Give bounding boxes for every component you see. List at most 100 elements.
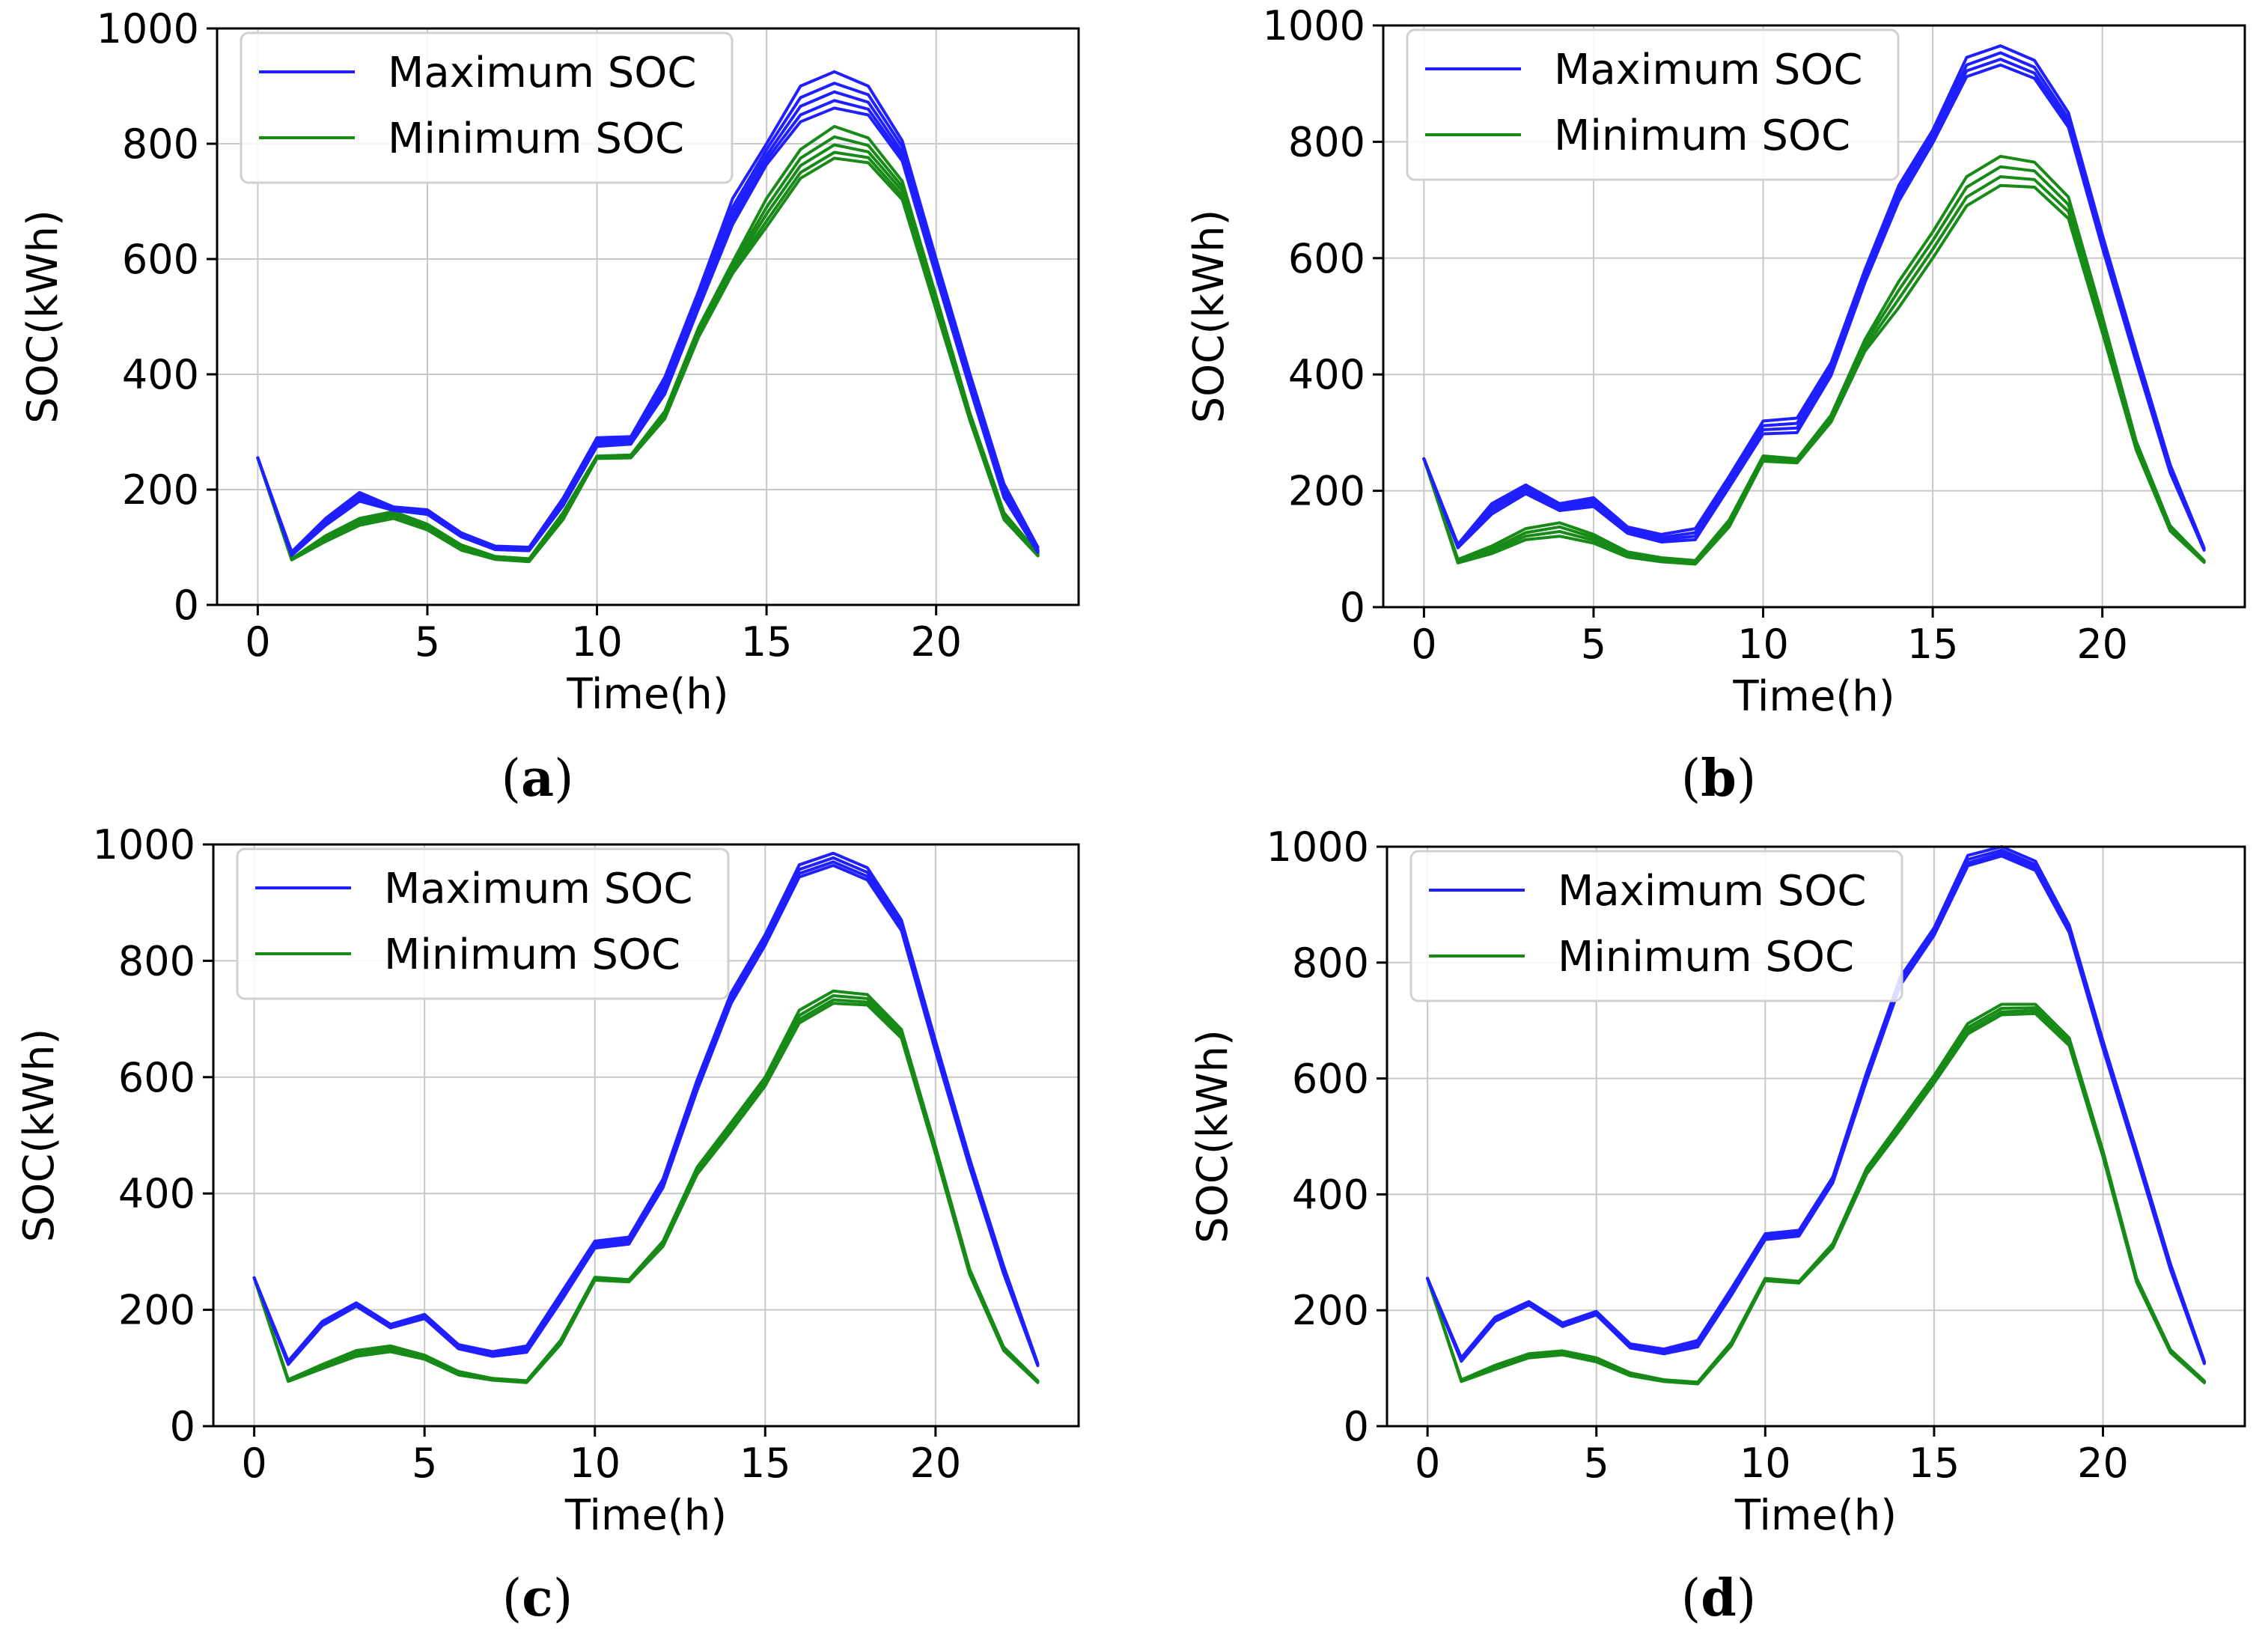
legend-box <box>236 847 730 1000</box>
legend-box <box>240 31 734 184</box>
x-axis-label: Time(h) <box>566 670 728 719</box>
caption-open-paren: ( <box>502 1569 522 1628</box>
panel-caption: (a) <box>501 749 573 809</box>
caption-letter: b <box>1701 749 1737 809</box>
x-tick-label: 20 <box>910 618 962 666</box>
legend-label-minimum: Minimum SOC <box>384 931 680 979</box>
x-tick-label: 15 <box>1909 1440 1960 1487</box>
y-tick-label: 0 <box>1340 584 1365 631</box>
y-tick-label: 400 <box>1292 1171 1369 1218</box>
y-tick-label: 600 <box>1292 1056 1369 1103</box>
x-tick-label: 5 <box>1581 621 1606 668</box>
chart-panel-d: 0 5 10 15 2002004006008001000Time(h)SOC(kWh)… <box>1189 824 2246 1628</box>
y-tick-label: 1000 <box>97 5 199 52</box>
panel-caption: (c) <box>502 1568 573 1628</box>
series-line-min-9 <box>256 156 1040 564</box>
x-tick-label: 0 <box>1411 621 1436 668</box>
legend-box <box>1409 850 1903 1002</box>
legend-label-maximum: Maximum SOC <box>388 49 696 97</box>
legend-label-maximum: Maximum SOC <box>1558 867 1866 916</box>
y-tick-label: 800 <box>118 937 195 984</box>
x-tick-label: 10 <box>571 618 623 666</box>
x-tick-label: 10 <box>1737 621 1789 668</box>
caption-close-paren: ) <box>1737 1569 1757 1628</box>
caption-open-paren: ( <box>501 749 521 809</box>
caption-open-paren: ( <box>1681 749 1701 809</box>
x-tick-label: 0 <box>241 1440 266 1487</box>
x-tick-label: 10 <box>569 1440 621 1487</box>
x-tick-label: 5 <box>415 618 440 666</box>
x-tick-label: 5 <box>1584 1440 1609 1487</box>
legend: Maximum SOC Minimum SOC <box>240 31 734 184</box>
axes-frame <box>1386 845 2246 1428</box>
y-tick-label: 800 <box>1288 118 1365 165</box>
chart-panel-c: 0 5 10 15 2002004006008001000Time(h)SOC(kWh)… <box>15 821 1080 1628</box>
panel-caption: (b) <box>1681 749 1757 809</box>
y-tick-label: 600 <box>1288 235 1365 282</box>
x-tick-label: 0 <box>245 618 270 666</box>
x-tick-label: 15 <box>741 618 793 666</box>
legend: Maximum SOC Minimum SOC <box>1409 850 1903 1002</box>
legend-box <box>1406 28 1900 181</box>
x-tick-label: 15 <box>1907 621 1959 668</box>
x-axis-label: Time(h) <box>1732 672 1894 721</box>
caption-close-paren: ) <box>1737 749 1757 809</box>
legend-label-minimum: Minimum SOC <box>388 115 684 163</box>
y-tick-label: 1000 <box>1266 824 1369 871</box>
x-tick-label: 5 <box>412 1440 437 1487</box>
x-tick-label: 0 <box>1415 1440 1440 1487</box>
axes-frame <box>216 27 1080 606</box>
axes-frame <box>212 843 1080 1428</box>
panel-caption: (d) <box>1681 1568 1757 1628</box>
legend: Maximum SOC Minimum SOC <box>236 847 730 1000</box>
legend-label-minimum: Minimum SOC <box>1558 933 1854 981</box>
legend-label-maximum: Maximum SOC <box>1554 46 1862 94</box>
legend-label-minimum: Minimum SOC <box>1554 112 1850 160</box>
y-tick-label: 0 <box>174 582 199 629</box>
series-line-max-3 <box>252 864 1040 1368</box>
y-axis-label: SOC(kWh) <box>1189 1029 1237 1243</box>
x-axis-label: Time(h) <box>1734 1491 1897 1540</box>
y-tick-label: 400 <box>1288 351 1365 398</box>
chart-panel-b: 0 5 10 15 2002004006008001000Time(h)SOC(kWh)… <box>1185 2 2246 809</box>
caption-open-paren: ( <box>1681 1569 1701 1628</box>
caption-letter: d <box>1701 1568 1737 1628</box>
y-tick-label: 800 <box>122 121 199 168</box>
y-tick-label: 400 <box>122 351 199 398</box>
y-tick-label: 200 <box>122 466 199 514</box>
y-tick-label: 600 <box>122 236 199 283</box>
y-tick-label: 1000 <box>93 821 195 868</box>
y-axis-label: SOC(kWh) <box>15 1029 64 1243</box>
x-tick-label: 20 <box>2076 621 2128 668</box>
series-line-min-7 <box>252 1002 1040 1384</box>
y-axis-label: SOC(kWh) <box>1185 210 1234 424</box>
x-tick-label: 10 <box>1740 1440 1791 1487</box>
axes-frame <box>1382 24 2246 609</box>
y-axis-label: SOC(kWh) <box>19 210 67 424</box>
y-tick-label: 1000 <box>1263 2 1365 49</box>
y-tick-label: 200 <box>1292 1287 1369 1334</box>
series-line-min-7 <box>1422 183 2206 566</box>
x-tick-label: 20 <box>2077 1440 2129 1487</box>
x-tick-label: 15 <box>740 1440 791 1487</box>
y-tick-label: 800 <box>1292 940 1369 987</box>
caption-letter: a <box>521 749 554 809</box>
x-axis-label: Time(h) <box>564 1491 727 1540</box>
series-line-min-7 <box>1426 1011 2206 1386</box>
y-tick-label: 0 <box>170 1403 195 1450</box>
series-line-max-3 <box>1422 63 2206 552</box>
y-tick-label: 400 <box>118 1170 195 1217</box>
legend-label-maximum: Maximum SOC <box>384 865 692 913</box>
series-line-max-0 <box>1422 44 2206 550</box>
chart-panel-a: 0 5 10 15 2002004006008001000Time(h)SOC(kWh)… <box>19 5 1080 809</box>
x-tick-label: 20 <box>909 1440 961 1487</box>
caption-close-paren: ) <box>554 749 574 809</box>
legend: Maximum SOC Minimum SOC <box>1406 28 1900 181</box>
series-line-max-3 <box>1426 854 2206 1366</box>
series-line-max-4 <box>256 106 1040 557</box>
caption-close-paren: ) <box>553 1569 573 1628</box>
caption-letter: c <box>522 1568 552 1628</box>
y-tick-label: 0 <box>1344 1403 1369 1450</box>
y-tick-label: 200 <box>118 1287 195 1334</box>
